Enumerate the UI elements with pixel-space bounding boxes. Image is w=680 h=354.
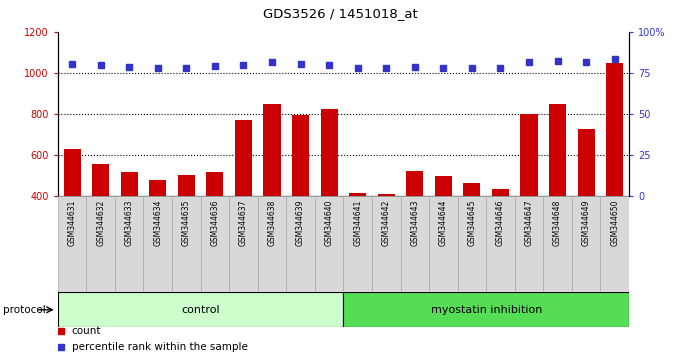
Bar	[343, 196, 372, 292]
Bar	[63, 149, 81, 196]
Text: percentile rank within the sample: percentile rank within the sample	[71, 342, 248, 352]
Text: GSM344639: GSM344639	[296, 199, 305, 246]
Bar	[315, 196, 343, 292]
Text: GDS3526 / 1451018_at: GDS3526 / 1451018_at	[262, 7, 418, 20]
Text: GSM344634: GSM344634	[153, 199, 163, 246]
Bar	[520, 114, 538, 196]
Bar	[600, 196, 629, 292]
Bar	[486, 196, 515, 292]
Text: GSM344641: GSM344641	[353, 199, 362, 246]
Bar	[58, 196, 86, 292]
Bar	[143, 196, 172, 292]
Bar	[149, 180, 167, 196]
Bar	[515, 196, 543, 292]
Bar	[429, 196, 458, 292]
Bar	[377, 194, 395, 196]
Bar	[258, 196, 286, 292]
Bar	[492, 189, 509, 196]
Bar	[177, 175, 195, 196]
Bar	[120, 172, 138, 196]
Bar	[401, 196, 429, 292]
Bar	[115, 196, 143, 292]
Text: GSM344640: GSM344640	[324, 199, 334, 246]
Bar	[572, 196, 600, 292]
Text: GSM344646: GSM344646	[496, 199, 505, 246]
Bar	[577, 129, 595, 196]
Text: GSM344650: GSM344650	[610, 199, 619, 246]
Bar	[549, 104, 566, 196]
Bar	[229, 196, 258, 292]
Text: GSM344643: GSM344643	[410, 199, 420, 246]
Text: GSM344633: GSM344633	[124, 199, 134, 246]
Bar	[286, 196, 315, 292]
Text: protocol: protocol	[3, 305, 46, 315]
Bar	[463, 183, 481, 196]
Bar	[263, 104, 281, 196]
Bar	[235, 120, 252, 196]
Bar	[343, 292, 629, 327]
Bar	[349, 193, 367, 196]
Text: GSM344644: GSM344644	[439, 199, 448, 246]
Bar	[606, 63, 624, 196]
Bar	[372, 196, 401, 292]
Bar	[172, 196, 201, 292]
Text: myostatin inhibition: myostatin inhibition	[430, 305, 542, 315]
Bar	[206, 172, 224, 196]
Bar	[435, 176, 452, 196]
Text: GSM344647: GSM344647	[524, 199, 534, 246]
Bar	[458, 196, 486, 292]
Bar	[292, 115, 309, 196]
Text: GSM344637: GSM344637	[239, 199, 248, 246]
Text: count: count	[71, 326, 101, 336]
Text: control: control	[182, 305, 220, 315]
Bar	[406, 171, 424, 196]
Bar	[86, 196, 115, 292]
Bar	[201, 196, 229, 292]
Text: GSM344635: GSM344635	[182, 199, 191, 246]
Text: GSM344638: GSM344638	[267, 199, 277, 246]
Text: GSM344645: GSM344645	[467, 199, 477, 246]
Bar	[92, 164, 109, 196]
Text: GSM344648: GSM344648	[553, 199, 562, 246]
Text: GSM344632: GSM344632	[96, 199, 105, 246]
Bar	[320, 109, 338, 196]
Text: GSM344642: GSM344642	[381, 199, 391, 246]
Bar	[58, 292, 343, 327]
Text: GSM344631: GSM344631	[67, 199, 77, 246]
Text: GSM344649: GSM344649	[581, 199, 591, 246]
Bar	[543, 196, 572, 292]
Text: GSM344636: GSM344636	[210, 199, 220, 246]
